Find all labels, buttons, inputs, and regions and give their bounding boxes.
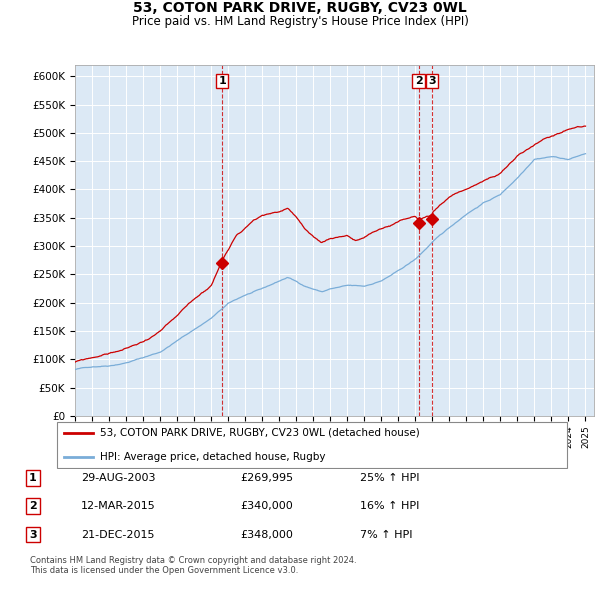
Text: Price paid vs. HM Land Registry's House Price Index (HPI): Price paid vs. HM Land Registry's House …	[131, 15, 469, 28]
Text: Contains HM Land Registry data © Crown copyright and database right 2024.
This d: Contains HM Land Registry data © Crown c…	[30, 556, 356, 575]
Text: 21-DEC-2015: 21-DEC-2015	[81, 530, 155, 539]
Text: 2: 2	[415, 76, 422, 86]
Text: 3: 3	[428, 76, 436, 86]
Text: 16% ↑ HPI: 16% ↑ HPI	[360, 502, 419, 511]
Text: 7% ↑ HPI: 7% ↑ HPI	[360, 530, 413, 539]
Text: HPI: Average price, detached house, Rugby: HPI: Average price, detached house, Rugb…	[100, 452, 326, 462]
Text: 53, COTON PARK DRIVE, RUGBY, CV23 0WL: 53, COTON PARK DRIVE, RUGBY, CV23 0WL	[133, 1, 467, 15]
Text: 3: 3	[29, 530, 37, 539]
Text: 12-MAR-2015: 12-MAR-2015	[81, 502, 156, 511]
Text: 2: 2	[29, 502, 37, 511]
Text: 1: 1	[218, 76, 226, 86]
Text: £348,000: £348,000	[240, 530, 293, 539]
FancyBboxPatch shape	[56, 422, 568, 468]
Text: 29-AUG-2003: 29-AUG-2003	[81, 473, 155, 483]
Text: £340,000: £340,000	[240, 502, 293, 511]
Text: £269,995: £269,995	[240, 473, 293, 483]
Text: 1: 1	[29, 473, 37, 483]
Text: 25% ↑ HPI: 25% ↑ HPI	[360, 473, 419, 483]
Text: 53, COTON PARK DRIVE, RUGBY, CV23 0WL (detached house): 53, COTON PARK DRIVE, RUGBY, CV23 0WL (d…	[100, 428, 420, 438]
